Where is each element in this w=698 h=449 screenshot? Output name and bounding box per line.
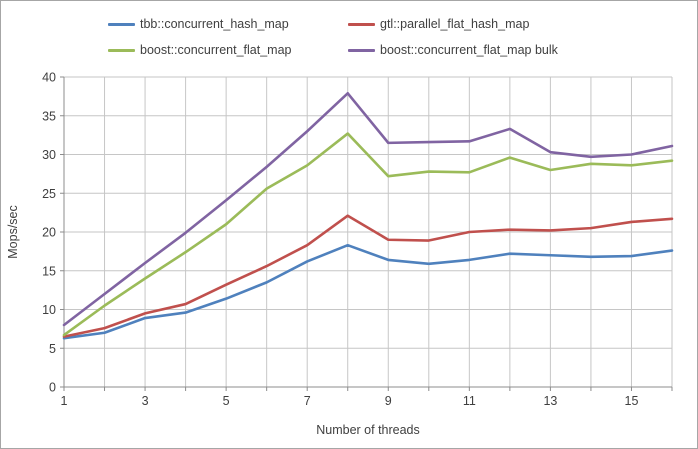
y-tick-label: 5 xyxy=(49,342,56,356)
legend-item: boost::concurrent_flat_map bulk xyxy=(348,43,558,57)
legend-label: tbb::concurrent_hash_map xyxy=(140,17,289,31)
x-tick-label: 7 xyxy=(304,394,311,408)
y-tick-label: 25 xyxy=(42,187,56,201)
legend-label: gtl::parallel_flat_hash_map xyxy=(380,17,530,31)
legend-swatch-line xyxy=(348,48,375,52)
y-tick-label: 15 xyxy=(42,264,56,278)
x-tick-label: 13 xyxy=(543,394,557,408)
x-axis-title: Number of threads xyxy=(316,423,420,437)
y-tick-label: 30 xyxy=(42,148,56,162)
legend-swatch-line xyxy=(348,22,375,26)
x-tick-label: 1 xyxy=(61,394,68,408)
y-tick-label: 20 xyxy=(42,226,56,240)
series-line-2 xyxy=(62,132,674,337)
x-tick-label: 15 xyxy=(625,394,639,408)
x-tick-label: 3 xyxy=(142,394,149,408)
y-tick-label: 40 xyxy=(42,71,56,85)
series-line-3 xyxy=(62,91,674,327)
legend: tbb::concurrent_hash_map gtl::parallel_f… xyxy=(1,1,697,65)
series-line-0 xyxy=(62,243,674,340)
y-axis-title: Mops/sec xyxy=(6,205,20,259)
legend-label: boost::concurrent_flat_map bulk xyxy=(380,43,558,57)
legend-swatch-line xyxy=(108,22,135,26)
x-tick-label: 11 xyxy=(463,394,476,408)
legend-item: boost::concurrent_flat_map xyxy=(108,43,291,57)
y-tick-label: 10 xyxy=(42,303,56,317)
y-tick-label: 0 xyxy=(49,381,56,395)
series-line-1 xyxy=(62,214,674,338)
legend-item: tbb::concurrent_hash_map xyxy=(108,17,289,31)
x-tick-label: 5 xyxy=(223,394,230,408)
y-tick-label: 35 xyxy=(42,109,56,123)
legend-label: boost::concurrent_flat_map xyxy=(140,43,292,57)
legend-swatch-line xyxy=(108,48,135,52)
legend-item: gtl::parallel_flat_hash_map xyxy=(348,17,529,31)
x-tick-label: 9 xyxy=(385,394,392,408)
